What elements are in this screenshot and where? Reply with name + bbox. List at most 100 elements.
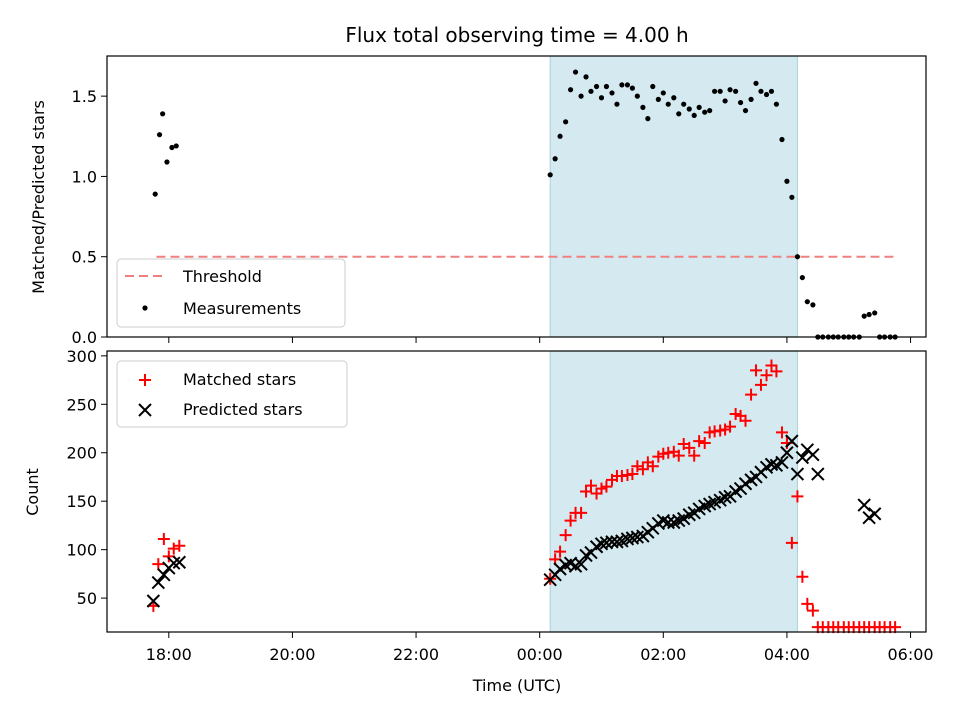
top-shaded-span: [549, 55, 798, 338]
predicted-star-point: [661, 515, 675, 530]
predicted-star-point: [857, 498, 871, 512]
predicted-star-point: [172, 555, 187, 569]
predicted-star-point: [780, 446, 794, 460]
predicted-star-point: [157, 568, 171, 582]
x-tick-label: 00:00: [517, 645, 563, 664]
top-plot-frame: [106, 55, 927, 338]
measurement-point: [742, 107, 749, 114]
measurement-point: [733, 88, 739, 94]
matched-star-point: [760, 369, 773, 382]
matched-star-point: [672, 449, 685, 462]
bottom-legend: Matched stars Predicted stars: [116, 360, 348, 428]
matched-star-point: [693, 435, 706, 448]
predicted-star-point: [790, 467, 805, 481]
bottom-y-tick-label: 150: [66, 492, 97, 511]
predicted-star-point: [795, 450, 810, 465]
matched-star-point: [162, 550, 175, 563]
measurement-point: [593, 83, 600, 90]
top-panel: 0.0 0.5 1.0 1.5 Matched/Predicted stars Thr…: [29, 55, 927, 347]
measurement-point: [722, 98, 728, 104]
measurement-point: [552, 156, 558, 162]
x-tick-label: 02:00: [640, 645, 686, 664]
measurement-point: [872, 310, 878, 316]
measurement-point: [660, 90, 666, 96]
measurement-point: [152, 191, 158, 197]
predicted-star-point: [775, 455, 789, 470]
measurement-point: [624, 82, 631, 88]
measurement-point: [614, 101, 620, 107]
measurement-point: [681, 101, 687, 107]
bottom-plot-frame: [106, 350, 927, 633]
matched-star-point: [575, 506, 588, 519]
legend-measurements-label: Measurements: [183, 299, 301, 318]
measurement-point: [779, 136, 785, 143]
legend-measurements-swatch: [142, 305, 148, 311]
matched-star-point: [750, 364, 763, 377]
count-points: [146, 359, 902, 634]
measurement-point: [665, 101, 671, 107]
measurement-point: [578, 93, 584, 99]
measurement-point: [707, 107, 713, 114]
measurement-point: [634, 93, 640, 99]
measurement-point: [572, 69, 579, 75]
matched-star-point: [806, 604, 819, 617]
matched-star-point: [626, 468, 639, 481]
measurement-point: [789, 194, 795, 200]
matched-star-point: [600, 480, 613, 493]
matched-star-point: [559, 529, 572, 542]
measurement-point: [737, 99, 744, 106]
measurement-point: [686, 106, 692, 112]
measurement-point: [768, 88, 775, 94]
measurement-point: [547, 172, 553, 178]
predicted-star-point: [610, 535, 624, 549]
matched-star-point: [739, 414, 752, 427]
measurement-point: [676, 111, 682, 117]
predicted-star-point: [599, 536, 614, 550]
matched-star-point: [683, 441, 696, 454]
measurement-point: [773, 101, 780, 107]
measurement-point: [156, 132, 163, 138]
matched-star-point: [785, 536, 798, 549]
predicted-star-point: [785, 434, 799, 448]
matched-star-point: [770, 365, 783, 378]
legend-matched-label: Matched stars: [183, 370, 296, 389]
predicted-star-point: [867, 507, 882, 521]
predicted-star-point: [151, 575, 166, 590]
measurement-point: [763, 91, 770, 98]
matched-star-point: [801, 597, 814, 610]
legend-matched-swatch: [139, 374, 151, 386]
predicted-star-point: [676, 511, 691, 526]
measurement-point: [794, 254, 801, 260]
measurement-point: [650, 83, 656, 90]
measurement-point: [609, 90, 615, 96]
measurement-point: [866, 311, 872, 318]
top-y-tick-label: 1.5: [72, 87, 97, 106]
measurement-point: [629, 85, 635, 91]
predicted-star-point: [738, 477, 753, 491]
x-axis-label: Time (UTC): [472, 676, 561, 695]
measurement-point: [567, 87, 574, 93]
matched-star-point: [167, 542, 180, 555]
x-tick-label: 06:00: [887, 645, 933, 664]
matched-star-point: [698, 437, 711, 450]
bottom-y-tick-label: 250: [66, 395, 97, 414]
matched-star-point: [584, 479, 597, 492]
matched-star-point: [564, 514, 577, 527]
matched-star-point: [636, 463, 649, 476]
measurement-point: [753, 80, 759, 86]
matched-star-point: [745, 388, 758, 401]
measurement-point: [640, 104, 646, 110]
matched-star-point: [791, 490, 804, 503]
top-y-tick-label: 0.0: [72, 328, 97, 347]
matched-star-point: [554, 545, 567, 558]
predicted-star-point: [574, 557, 588, 571]
measurement-point: [160, 111, 166, 117]
measurement-point: [603, 83, 610, 90]
measurement-point: [712, 88, 718, 94]
x-tick-label: 04:00: [764, 645, 810, 664]
measurement-point: [173, 143, 179, 149]
measurement-point: [671, 95, 677, 101]
predicted-star-point: [862, 510, 876, 525]
chart-title: Flux total observing time = 4.00 h: [345, 23, 688, 47]
